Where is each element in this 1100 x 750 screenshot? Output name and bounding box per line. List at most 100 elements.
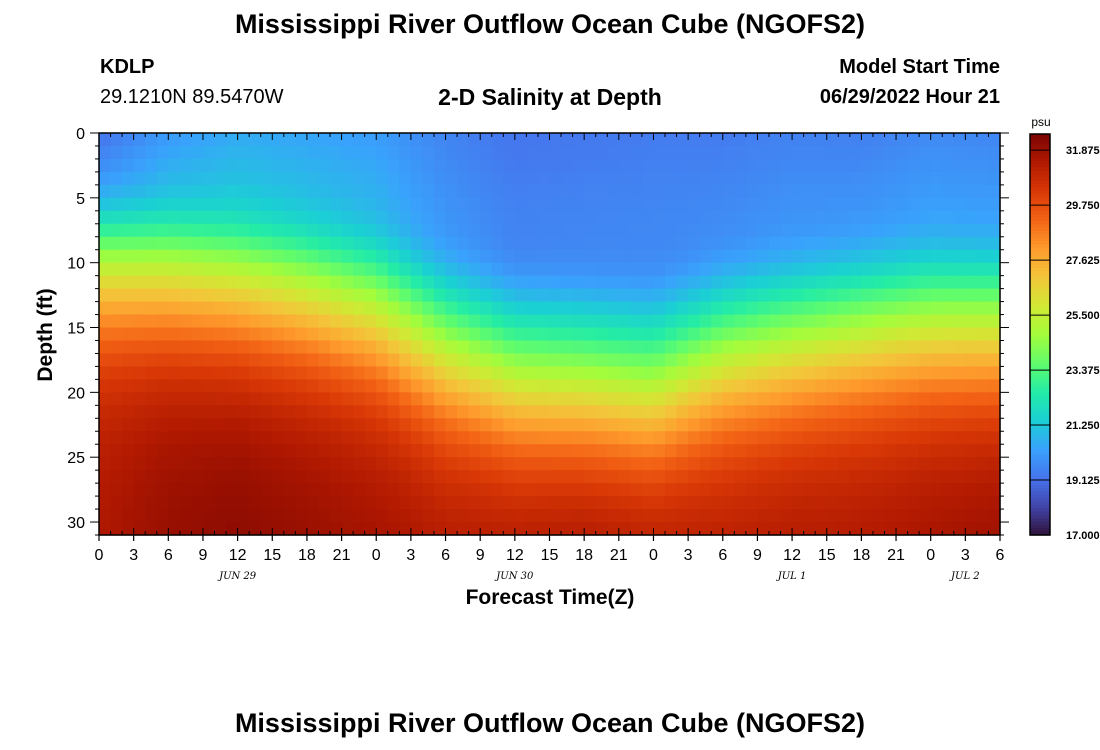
heatmap-cell — [202, 379, 216, 393]
heatmap-cell — [226, 314, 239, 329]
heatmap-cell — [919, 301, 932, 316]
heatmap-cell — [491, 483, 504, 497]
heatmap-cell — [872, 145, 886, 160]
heatmap-cell — [630, 210, 643, 225]
heatmap-cell — [514, 327, 527, 342]
heatmap-cell — [330, 301, 343, 316]
heatmap-cell — [364, 392, 377, 406]
heatmap-cell — [237, 301, 250, 316]
heatmap-cell — [919, 509, 932, 523]
heatmap-cell — [688, 133, 701, 147]
heatmap-cell — [665, 288, 678, 303]
heatmap-cell — [156, 210, 169, 225]
heatmap-cell — [757, 275, 770, 290]
heatmap-cell — [803, 133, 816, 147]
heatmap-cell — [653, 366, 666, 380]
heatmap-cell — [122, 444, 135, 458]
heatmap-cell — [711, 496, 724, 510]
heatmap-cell — [988, 366, 1001, 380]
heatmap-cell — [399, 470, 412, 484]
heatmap-cell — [226, 470, 239, 484]
heatmap-cell — [353, 392, 366, 406]
x-tick-label: 15 — [263, 547, 281, 564]
heatmap-cell — [295, 223, 308, 238]
heatmap-cell — [295, 171, 308, 186]
heatmap-cell — [849, 158, 862, 173]
heatmap-cell — [792, 405, 805, 419]
heatmap-cell — [872, 366, 886, 380]
heatmap-cell — [272, 379, 285, 393]
heatmap-cell — [526, 522, 539, 536]
heatmap-cell — [919, 210, 932, 225]
heatmap-cell — [988, 522, 1001, 536]
heatmap-cell — [168, 470, 181, 484]
heatmap-cell — [561, 327, 574, 342]
heatmap-cell — [387, 444, 400, 458]
heatmap-cell — [722, 262, 735, 277]
colorbar-segment — [1030, 344, 1050, 349]
heatmap-cell — [780, 275, 793, 290]
heatmap-cell — [953, 249, 966, 264]
heatmap-cell — [561, 210, 574, 225]
heatmap-cell — [341, 249, 354, 264]
heatmap-cell — [133, 133, 146, 147]
x-tick-label: 9 — [476, 547, 485, 564]
heatmap-cell — [861, 431, 874, 445]
colorbar-segment — [1030, 134, 1050, 138]
heatmap-cell — [283, 171, 296, 186]
heatmap-cell — [110, 301, 123, 316]
heatmap-cell — [896, 262, 909, 277]
heatmap-cell — [988, 223, 1001, 238]
heatmap-cell — [283, 496, 296, 510]
heatmap-cell — [930, 210, 943, 225]
heatmap-cell — [399, 236, 412, 251]
heatmap-cell — [595, 236, 608, 251]
heatmap-cell — [699, 405, 712, 419]
heatmap-cell — [272, 210, 285, 225]
heatmap-cell — [953, 379, 966, 393]
heatmap-cell — [780, 379, 793, 393]
heatmap-cell — [722, 158, 735, 173]
heatmap-cell — [514, 392, 527, 406]
heatmap-cell — [572, 457, 585, 471]
heatmap-cell — [272, 496, 285, 510]
heatmap-cell — [318, 327, 331, 342]
heatmap-cell — [653, 158, 666, 173]
heatmap-cell — [607, 133, 620, 147]
heatmap-cell — [976, 288, 990, 303]
heatmap-cell — [699, 184, 712, 199]
heatmap-cell — [202, 314, 216, 329]
heatmap-cell — [919, 275, 932, 290]
heatmap-cell — [907, 496, 920, 510]
heatmap-cell — [584, 392, 597, 406]
heatmap-cell — [722, 249, 735, 264]
heatmap-cell — [353, 353, 366, 368]
heatmap-cell — [537, 496, 551, 510]
heatmap-cell — [318, 366, 331, 380]
heatmap-cell — [156, 158, 169, 173]
heatmap-cell — [803, 262, 816, 277]
heatmap-cell — [110, 223, 123, 238]
colorbar-segment — [1030, 431, 1050, 436]
heatmap-cell — [433, 392, 447, 406]
heatmap-cell — [179, 509, 193, 523]
heatmap-cell — [699, 444, 712, 458]
heatmap-cell — [734, 431, 747, 445]
colorbar-segment — [1030, 197, 1050, 202]
heatmap-cell — [364, 496, 377, 510]
heatmap-cell — [953, 418, 966, 432]
heatmap-cell — [295, 236, 308, 251]
heatmap-cell — [884, 288, 897, 303]
heatmap-cell — [214, 236, 227, 251]
heatmap-cell — [526, 197, 539, 212]
heatmap-cell — [965, 210, 978, 225]
heatmap-cell — [526, 145, 539, 160]
heatmap-cell — [410, 405, 424, 419]
heatmap-cell — [838, 457, 851, 471]
heatmap-cell — [122, 379, 135, 393]
heatmap-cell — [410, 145, 424, 160]
heatmap-cell — [711, 184, 724, 199]
heatmap-cell — [711, 457, 724, 471]
heatmap-cell — [330, 353, 343, 368]
heatmap-cell — [514, 184, 527, 199]
